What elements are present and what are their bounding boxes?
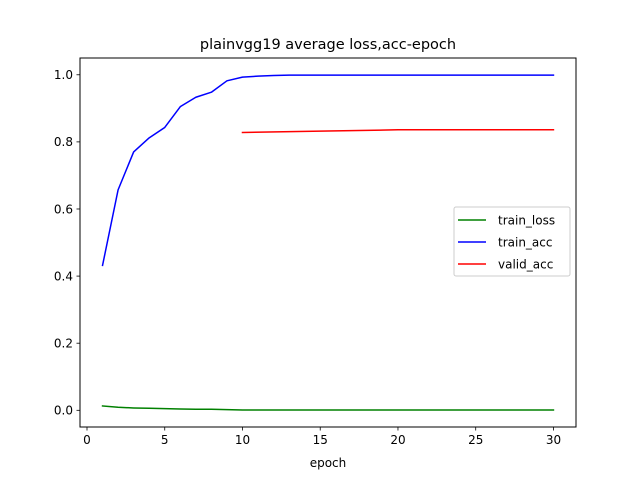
- y-tick-label: 0.0: [54, 404, 73, 418]
- series-line-train-loss: [101, 405, 555, 411]
- x-axis-label: epoch: [310, 456, 347, 470]
- legend-box: [453, 206, 571, 277]
- y-tick-label: 0.6: [54, 202, 73, 216]
- y-axis: 0.0 0.2 0.4 0.6 0.8 1.0: [54, 68, 80, 418]
- legend-label-train-loss: train_loss: [498, 213, 555, 227]
- legend: train_loss train_acc valid_acc: [453, 206, 571, 277]
- x-tick-label: 30: [546, 433, 561, 447]
- x-tick-label: 10: [235, 433, 250, 447]
- legend-label-valid-acc: valid_acc: [498, 257, 553, 271]
- y-tick-label: 0.8: [54, 135, 73, 149]
- y-tick-label: 1.0: [54, 68, 73, 82]
- legend-label-train-acc: train_acc: [498, 235, 552, 249]
- x-axis: 0 5 10 15 20 25 30: [83, 427, 561, 447]
- x-tick-label: 5: [161, 433, 169, 447]
- plot-frame: [79, 57, 577, 428]
- x-tick-label: 15: [313, 433, 328, 447]
- chart-title: plainvgg19 average loss,acc-epoch: [200, 37, 456, 53]
- x-tick-label: 25: [468, 433, 483, 447]
- legend-items: train_loss train_acc valid_acc: [458, 213, 555, 271]
- series-line-train-acc: [101, 74, 555, 267]
- series-line-valid-acc: [241, 129, 555, 134]
- x-tick-label: 0: [83, 433, 91, 447]
- x-tick-label: 20: [390, 433, 405, 447]
- y-tick-label: 0.4: [54, 269, 73, 283]
- plot-area: [79, 57, 577, 428]
- y-tick-label: 0.2: [54, 337, 73, 351]
- series-layer: [101, 74, 555, 411]
